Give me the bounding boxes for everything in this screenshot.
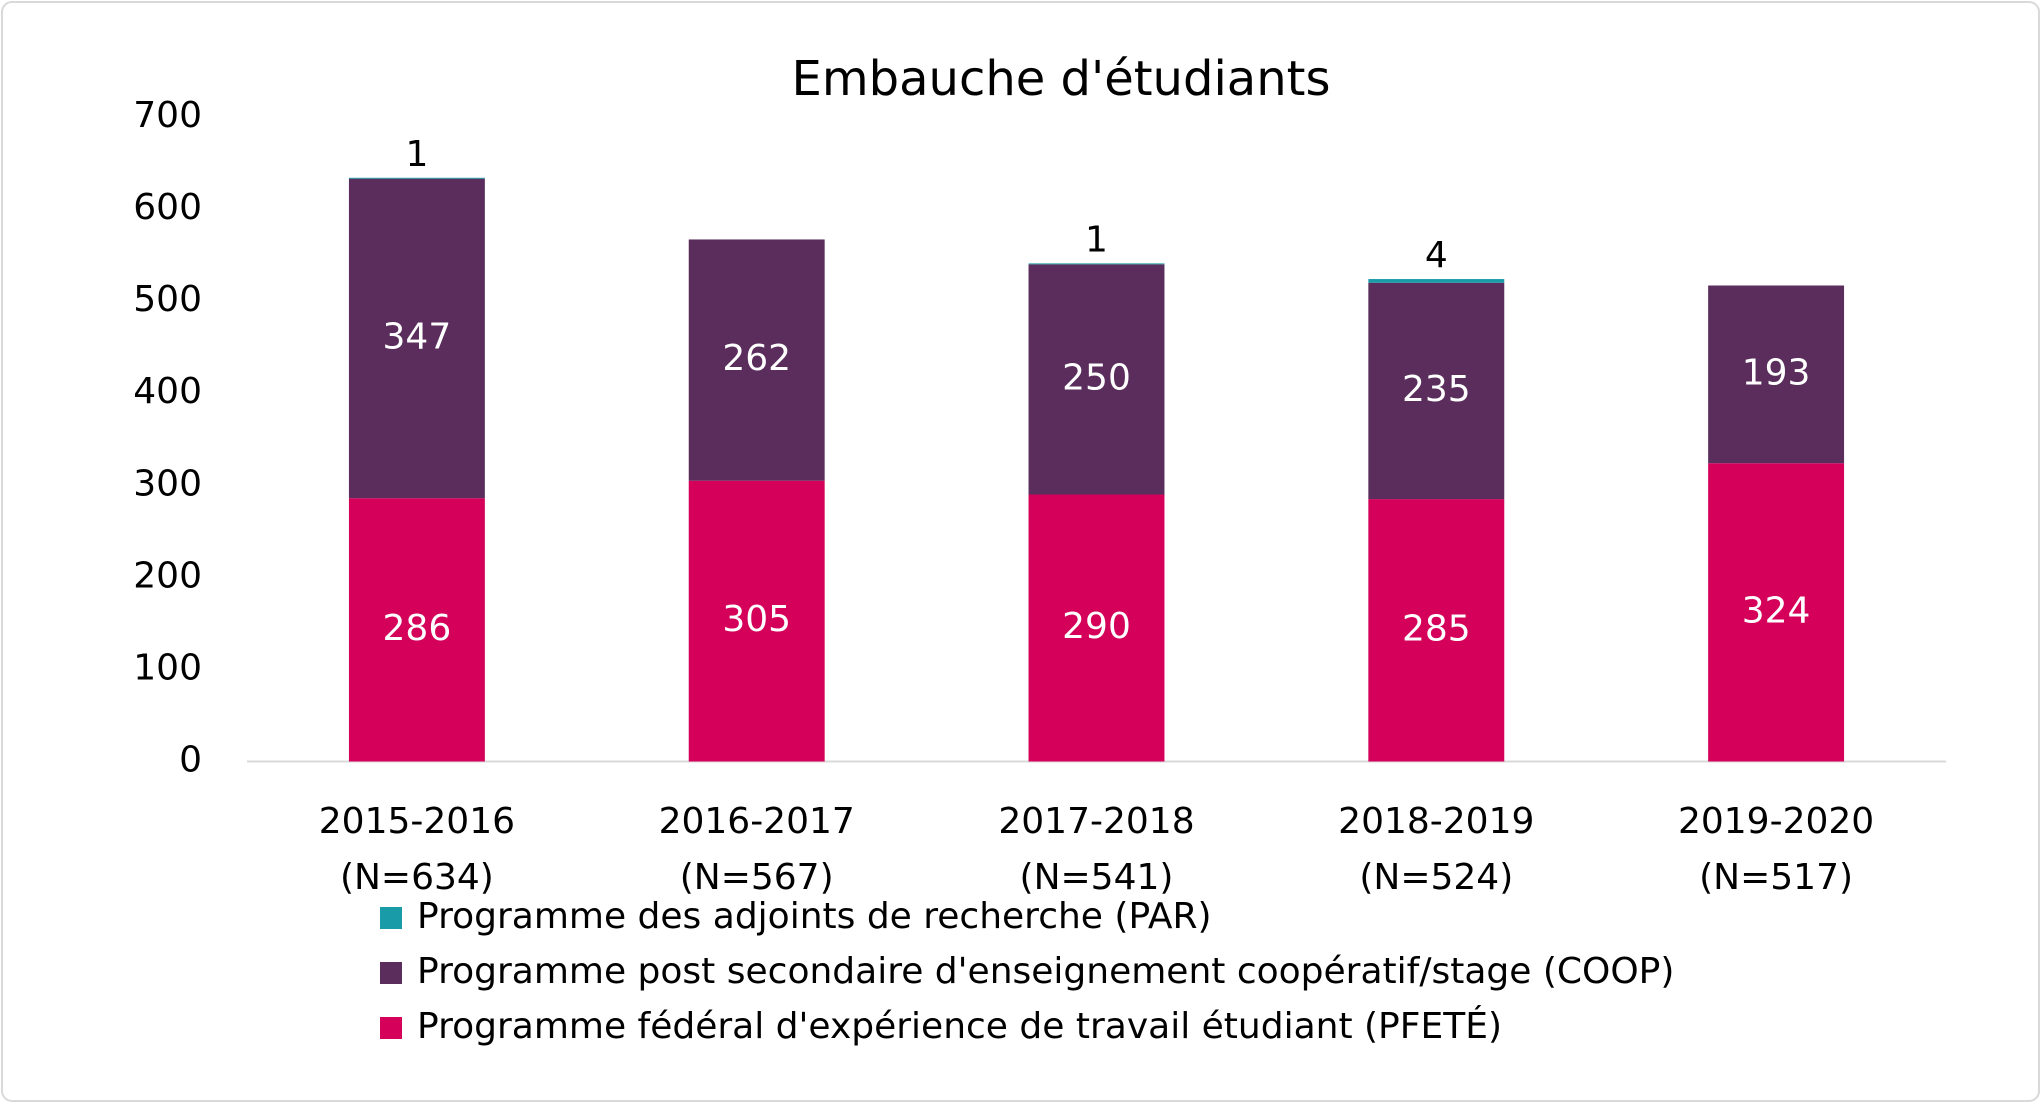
bar-segment	[688, 239, 825, 481]
bar-segment	[348, 178, 485, 499]
legend-swatch	[380, 1017, 402, 1039]
bar-segment	[1028, 263, 1165, 265]
x-tick-label: 2015-2016	[319, 801, 515, 842]
x-tick-label: (N=517)	[1699, 857, 1853, 898]
x-tick-label: (N=524)	[1359, 857, 1513, 898]
data-label: 324	[1742, 590, 1811, 631]
bar-segment	[1368, 279, 1505, 283]
bar-segment	[1028, 494, 1165, 762]
bar-segment	[1708, 463, 1845, 762]
y-tick-label: 0	[179, 740, 202, 781]
data-label: 1	[1085, 219, 1108, 260]
data-label: 235	[1402, 369, 1471, 410]
x-tick-label: 2017-2018	[998, 801, 1194, 842]
legend-label: Programme post secondaire d'enseignement…	[417, 951, 1674, 992]
bar-segment	[348, 177, 485, 179]
y-tick-label: 200	[133, 555, 202, 596]
data-label: 305	[722, 599, 791, 640]
y-tick-label: 500	[133, 279, 202, 320]
y-tick-label: 700	[133, 95, 202, 136]
legend-swatch	[380, 907, 402, 929]
y-tick-label: 100	[133, 647, 202, 688]
x-tick-label: (N=541)	[1020, 857, 1174, 898]
y-tick-label: 400	[133, 371, 202, 412]
bar-segment	[1368, 499, 1505, 762]
data-label: 285	[1402, 608, 1471, 649]
legend-label: Programme fédéral d'expérience de travai…	[417, 1005, 1502, 1047]
data-label: 4	[1425, 235, 1448, 276]
data-label: 347	[383, 316, 452, 357]
data-label: 1	[405, 134, 428, 175]
data-label: 290	[1062, 606, 1131, 647]
y-tick-label: 600	[133, 187, 202, 228]
data-label: 250	[1062, 357, 1131, 398]
legend-label: Programme des adjoints de recherche (PAR…	[417, 896, 1212, 937]
chart-title: Embauche d'étudiants	[792, 51, 1331, 107]
data-label: 262	[722, 338, 791, 379]
bar-segment	[348, 498, 485, 762]
bar-segment	[1028, 264, 1165, 495]
bar-segment	[1368, 282, 1505, 500]
bar-segment	[1708, 285, 1845, 464]
bar-segment	[688, 480, 825, 762]
y-tick-label: 300	[133, 463, 202, 504]
data-label: 193	[1742, 352, 1811, 393]
data-label: 286	[383, 608, 452, 649]
x-tick-label: (N=634)	[340, 857, 494, 898]
legend-swatch	[380, 962, 402, 984]
x-tick-label: 2018-2019	[1338, 801, 1534, 842]
x-tick-label: (N=567)	[680, 857, 834, 898]
x-tick-label: 2016-2017	[659, 801, 855, 842]
x-tick-label: 2019-2020	[1678, 801, 1874, 842]
